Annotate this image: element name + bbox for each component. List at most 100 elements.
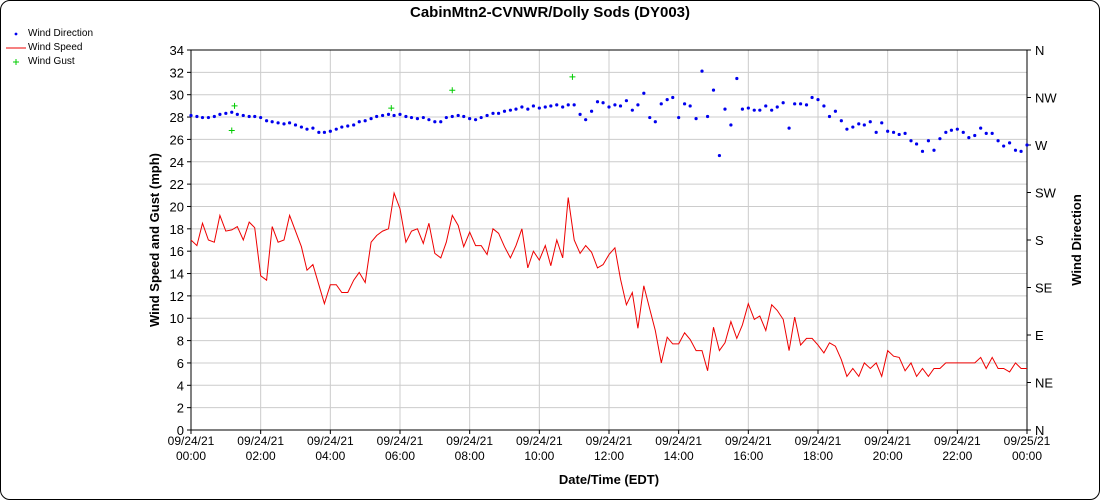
wind-direction-point bbox=[955, 127, 959, 131]
wind-direction-point bbox=[613, 103, 617, 107]
wind-direction-point bbox=[682, 102, 687, 106]
y-tick-label: 10 bbox=[170, 311, 184, 326]
wind-direction-point bbox=[1019, 149, 1023, 153]
wind-direction-point bbox=[253, 114, 257, 119]
wind-speed-line bbox=[190, 191, 1027, 379]
wind-direction-point bbox=[909, 139, 913, 143]
wind-direction-point bbox=[787, 126, 791, 130]
wind-direction-point bbox=[189, 113, 193, 118]
wind-direction-point bbox=[508, 108, 513, 112]
wind-direction-point bbox=[473, 118, 478, 122]
wind-direction-point bbox=[276, 121, 280, 125]
wind-direction-point bbox=[979, 126, 983, 130]
legend-item-wind-direction: Wind Direction bbox=[6, 27, 93, 41]
y-tick-label: 6 bbox=[177, 356, 184, 371]
wind-direction-point bbox=[270, 120, 274, 124]
x-tick-time: 14:00 bbox=[664, 449, 694, 463]
x-tick-date: 09/24/21 bbox=[168, 434, 215, 448]
wind-direction-point bbox=[282, 122, 286, 126]
x-tick-time: 16:00 bbox=[733, 449, 763, 463]
wind-direction-point bbox=[967, 136, 971, 140]
x-tick-date: 09/24/21 bbox=[655, 434, 702, 448]
wind-direction-point bbox=[822, 104, 826, 108]
y-tick-label: 8 bbox=[177, 334, 184, 349]
wind-direction-point bbox=[636, 103, 640, 107]
chart-title: CabinMtn2-CVNWR/Dolly Sods (DY003) bbox=[409, 4, 691, 21]
wind-direction-point bbox=[984, 131, 988, 135]
wind-direction-point bbox=[491, 111, 495, 115]
x-tick-date: 09/24/21 bbox=[516, 434, 563, 448]
wind-direction-point bbox=[868, 120, 872, 124]
x-tick-date: 09/24/21 bbox=[864, 434, 911, 448]
wind-direction-point bbox=[793, 102, 797, 106]
y2-tick-label: NE bbox=[1035, 376, 1053, 391]
wind-direction-point bbox=[851, 125, 855, 129]
wind-direction-point bbox=[427, 118, 431, 122]
wind-direction-point bbox=[717, 153, 722, 158]
wind-direction-point bbox=[322, 130, 327, 134]
y-tick-label: 28 bbox=[170, 110, 184, 125]
wind-direction-point bbox=[938, 137, 942, 141]
wind-direction-point bbox=[926, 139, 931, 143]
y-tick-label: 32 bbox=[170, 65, 184, 80]
y-tick-label: 16 bbox=[170, 244, 184, 259]
wind-direction-point bbox=[880, 121, 884, 125]
wind-direction-point bbox=[729, 123, 733, 127]
wind-direction-point bbox=[973, 133, 977, 138]
wind-direction-point bbox=[897, 132, 901, 137]
wind-gust-point bbox=[388, 105, 395, 112]
x-tick-date: 09/24/21 bbox=[725, 434, 772, 448]
wind-direction-point bbox=[531, 104, 536, 108]
legend-label: Wind Direction bbox=[28, 28, 94, 39]
wind-direction-point bbox=[746, 106, 750, 110]
wind-direction-point bbox=[479, 115, 483, 120]
wind-direction-point bbox=[618, 104, 623, 108]
x-tick-time: 00:00 bbox=[1012, 449, 1042, 463]
wind-direction-point bbox=[624, 99, 629, 103]
wind-direction-point bbox=[607, 105, 611, 109]
wind-direction-point bbox=[392, 113, 396, 118]
series-wind-direction bbox=[189, 69, 1029, 158]
wind-direction-point bbox=[566, 103, 570, 107]
wind-direction-point bbox=[514, 107, 518, 111]
series-wind-speed bbox=[190, 191, 1027, 379]
wind-direction-point bbox=[723, 107, 727, 111]
wind-direction-point bbox=[874, 130, 878, 134]
x-tick-time: 20:00 bbox=[873, 449, 903, 463]
x-tick-date: 09/24/21 bbox=[586, 434, 633, 448]
x-tick-time: 12:00 bbox=[594, 449, 624, 463]
wind-direction-point bbox=[369, 117, 373, 121]
wind-direction-point bbox=[944, 130, 948, 134]
wind-direction-point bbox=[781, 101, 785, 105]
y2-axis-label: Wind Direction bbox=[1069, 194, 1084, 286]
wind-direction-point bbox=[700, 69, 704, 73]
wind-direction-point bbox=[404, 114, 408, 119]
wind-gust-point bbox=[231, 102, 238, 109]
y-axis-label: Wind Speed and Gust (mph) bbox=[147, 153, 162, 327]
wind-direction-point bbox=[630, 108, 634, 112]
wind-direction-point bbox=[798, 102, 803, 106]
wind-direction-point bbox=[520, 105, 524, 109]
wind-direction-point bbox=[996, 139, 1000, 143]
wind-direction-point bbox=[1002, 144, 1006, 148]
x-tick-time: 00:00 bbox=[176, 449, 206, 463]
wind-direction-point bbox=[334, 127, 338, 131]
y-tick-label: 4 bbox=[177, 378, 184, 393]
wind-direction-point bbox=[305, 127, 309, 131]
wind-direction-point bbox=[433, 120, 437, 124]
x-tick-time: 02:00 bbox=[246, 449, 276, 463]
wind-direction-point bbox=[346, 124, 350, 128]
wind-direction-point bbox=[264, 119, 269, 123]
wind-direction-point bbox=[920, 149, 925, 153]
wind-direction-point bbox=[857, 122, 861, 126]
y2-axis-ticks: N NE E SE S SW W NW N bbox=[1027, 43, 1057, 438]
wind-direction-point bbox=[584, 118, 588, 122]
wind-direction-point bbox=[317, 130, 321, 134]
wind-direction-point bbox=[758, 108, 762, 112]
x-tick-date: 09/25/21 bbox=[1004, 434, 1051, 448]
wind-direction-point bbox=[462, 114, 466, 119]
wind-direction-point bbox=[450, 114, 454, 119]
wind-direction-point bbox=[537, 106, 541, 110]
y2-tick-label: N bbox=[1035, 423, 1044, 438]
wind-direction-point bbox=[375, 114, 379, 119]
